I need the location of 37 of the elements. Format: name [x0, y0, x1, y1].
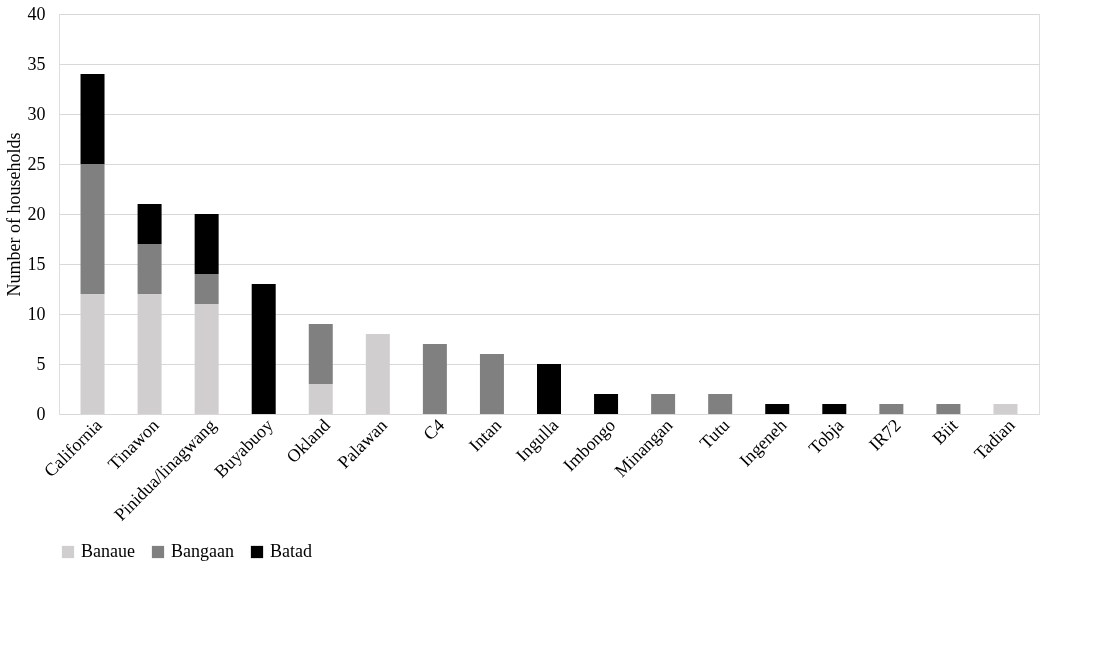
x-tick-label: Biit [928, 415, 962, 449]
bar [194, 214, 219, 274]
bar [308, 324, 333, 384]
bar [308, 384, 333, 414]
bar [651, 394, 676, 414]
x-tick-label: C4 [419, 415, 449, 445]
bar [708, 394, 733, 414]
y-axis-title: Number of households [3, 132, 24, 297]
bar [194, 274, 219, 304]
y-tick-label: 35 [27, 53, 46, 74]
y-tick-label: 30 [27, 103, 46, 124]
legend-label: Banaue [81, 541, 135, 561]
bar [993, 404, 1018, 414]
legend-label: Batad [270, 541, 312, 561]
y-tick-label: 15 [27, 253, 46, 274]
y-tick-label: 25 [27, 153, 46, 174]
y-tick-label: 40 [27, 3, 46, 24]
bar [137, 244, 162, 294]
bar [936, 404, 961, 414]
bar [537, 364, 561, 414]
x-tick-label: Intan [464, 415, 506, 456]
bar [80, 74, 105, 164]
bar [879, 404, 904, 414]
x-tick-label: Tutu [695, 415, 734, 453]
bar [422, 344, 447, 414]
y-tick-label: 0 [36, 403, 46, 424]
y-tick-label: 10 [27, 303, 46, 324]
bar [594, 394, 619, 414]
bar [137, 204, 162, 244]
legend-label: Bangaan [171, 541, 234, 561]
bar [479, 354, 504, 414]
y-tick-label: 5 [36, 353, 46, 374]
bar [80, 164, 105, 294]
bar [765, 404, 790, 414]
bar [251, 284, 276, 414]
bar [822, 404, 847, 414]
y-tick-label: 20 [27, 203, 46, 224]
